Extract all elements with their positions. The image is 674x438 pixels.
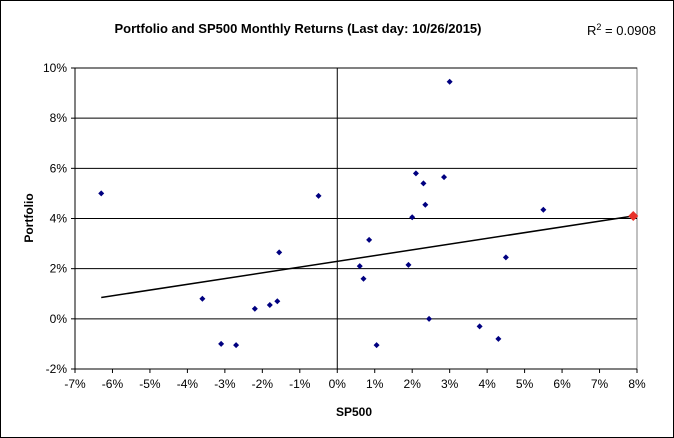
x-tick-label: -1% [289, 377, 311, 391]
data-point [373, 342, 380, 349]
trendline-group [101, 215, 634, 299]
y-tick-label: 6% [50, 161, 68, 175]
x-tick-label: -7% [64, 377, 86, 391]
x-axis-label: SP500 [336, 405, 372, 419]
x-tick-label: -6% [102, 377, 124, 391]
data-point [502, 254, 509, 261]
x-tick-label: -2% [252, 377, 274, 391]
data-point [426, 315, 433, 322]
data-point [98, 190, 105, 197]
y-tick-label: 0% [50, 312, 68, 326]
y-tick-label: -2% [46, 362, 68, 376]
data-point [540, 206, 547, 213]
data-point [446, 78, 453, 85]
y-tick-label: 4% [50, 212, 68, 226]
data-point [412, 170, 419, 177]
x-tick-label: 3% [441, 377, 459, 391]
data-points [98, 78, 639, 349]
data-point [233, 342, 240, 349]
data-point [315, 192, 322, 199]
data-point [420, 180, 427, 187]
x-tick-label: 8% [628, 377, 646, 391]
chart-title: Portfolio and SP500 Monthly Returns (Las… [115, 21, 482, 36]
x-tick-label: 7% [591, 377, 609, 391]
r-squared-label: R2 = 0.0908 [587, 22, 656, 38]
x-tick-label: -4% [177, 377, 199, 391]
data-point [266, 302, 273, 309]
y-axis-ticks: -2% 0% 2% 4% 6% 8% 10% [43, 61, 75, 376]
x-tick-label: 2% [404, 377, 422, 391]
data-point [422, 201, 429, 208]
y-tick-label: 10% [43, 61, 67, 75]
data-point [360, 275, 367, 282]
x-tick-label: 0% [329, 377, 347, 391]
x-tick-label: -5% [139, 377, 161, 391]
data-point [274, 298, 281, 305]
data-point [476, 323, 483, 330]
y-axis-label: Portfolio [22, 193, 36, 242]
data-point [356, 263, 363, 270]
highlighted-data-point [628, 210, 639, 221]
data-point [251, 305, 258, 312]
x-axis-ticks: -7% -6% -5% -4% -3% -2% -1% 0% 1% 2% 3% 4% 5% 6% 7% 8% [64, 369, 646, 391]
x-tick-label: 6% [553, 377, 571, 391]
x-tick-label: -3% [214, 377, 236, 391]
data-point [495, 335, 502, 342]
data-point [218, 340, 225, 347]
x-tick-label: 1% [366, 377, 384, 391]
x-tick-label: 5% [516, 377, 534, 391]
data-point [441, 174, 448, 181]
data-point [276, 249, 283, 256]
grid-lines [75, 67, 637, 320]
data-point [409, 214, 416, 221]
y-tick-label: 8% [50, 111, 68, 125]
data-point [199, 295, 206, 302]
data-point [366, 236, 373, 243]
data-point [405, 261, 412, 268]
trendline [101, 215, 634, 299]
x-tick-label: 4% [478, 377, 496, 391]
y-tick-label: 2% [50, 262, 68, 276]
